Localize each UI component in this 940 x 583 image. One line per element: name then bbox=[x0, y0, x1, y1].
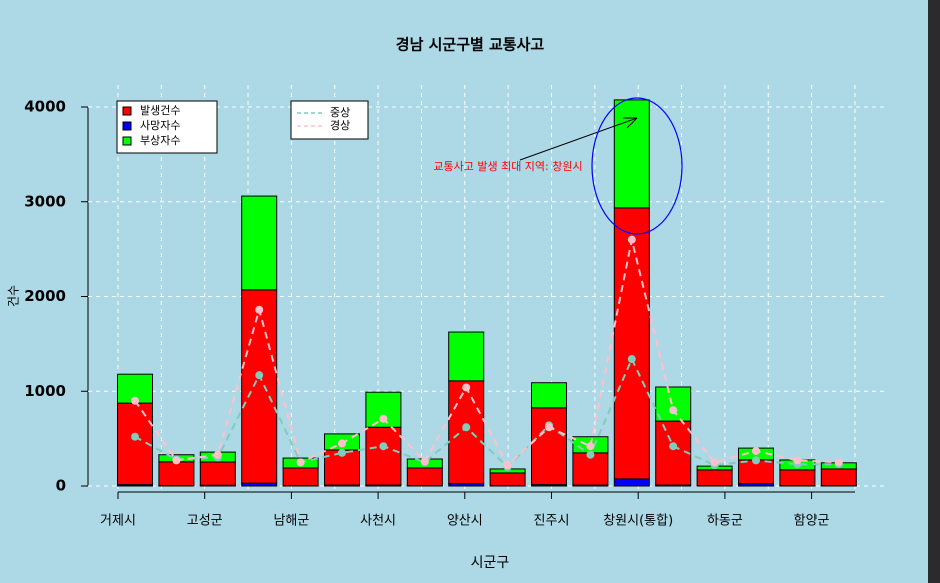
legend-box bbox=[116, 100, 218, 154]
bar bbox=[489, 472, 526, 487]
point bbox=[586, 442, 595, 451]
bar bbox=[655, 386, 692, 422]
point bbox=[752, 456, 760, 465]
point bbox=[338, 439, 346, 448]
x-tick-label: 거제시 bbox=[100, 514, 136, 529]
point bbox=[338, 448, 346, 457]
x-tick-label: 창원시(통합) bbox=[603, 514, 673, 529]
point bbox=[379, 414, 388, 423]
legend-swatch bbox=[122, 106, 132, 116]
highlight bbox=[591, 97, 683, 235]
bar bbox=[241, 289, 278, 484]
y-axis-label: 건수 bbox=[7, 285, 21, 307]
bar bbox=[696, 469, 733, 487]
bar bbox=[820, 468, 857, 487]
legend-label: 부상자수 bbox=[140, 134, 180, 147]
bar bbox=[448, 380, 485, 485]
bar bbox=[779, 469, 816, 487]
x-tick-label: 함양군 bbox=[794, 514, 830, 529]
bar bbox=[448, 331, 485, 382]
annotation-arrowhead bbox=[623, 117, 638, 129]
legend-label: 경상 bbox=[330, 119, 350, 132]
bar bbox=[406, 467, 443, 487]
bar bbox=[365, 426, 402, 486]
legend-box bbox=[290, 100, 369, 140]
point bbox=[255, 305, 264, 314]
point bbox=[131, 432, 139, 441]
y-tick-label: 0 bbox=[56, 477, 66, 495]
x-tick-label: 사천시 bbox=[360, 514, 396, 529]
x-tick-label: 고성군 bbox=[187, 514, 223, 529]
annotation: 교통사고 발생 최대 지역: 창원시 bbox=[433, 160, 582, 173]
y-tick-label: 1000 bbox=[24, 382, 66, 400]
x-tick-label: 양산시 bbox=[447, 514, 483, 529]
point bbox=[213, 450, 222, 459]
y-tick-label: 4000 bbox=[24, 98, 66, 116]
bar bbox=[613, 99, 650, 209]
bar bbox=[572, 452, 609, 486]
point bbox=[462, 423, 471, 432]
legend-label: 발생건수 bbox=[140, 104, 180, 117]
point bbox=[462, 383, 471, 392]
frame bbox=[928, 0, 940, 583]
point bbox=[627, 235, 636, 244]
bar bbox=[655, 420, 692, 486]
bar bbox=[199, 461, 236, 486]
bar bbox=[531, 407, 567, 486]
bar bbox=[282, 467, 319, 487]
line bbox=[134, 356, 839, 469]
point bbox=[131, 396, 139, 405]
point bbox=[793, 456, 802, 465]
point bbox=[255, 371, 264, 380]
bar bbox=[531, 382, 567, 409]
point bbox=[669, 406, 678, 415]
x-tick-label: 남해군 bbox=[273, 514, 309, 529]
point bbox=[172, 456, 181, 465]
y-tick-label: 3000 bbox=[24, 192, 66, 210]
legend-label: 사망자수 bbox=[140, 119, 180, 132]
point bbox=[296, 458, 305, 467]
x-tick-label: 하동군 bbox=[707, 514, 743, 529]
point bbox=[545, 423, 553, 432]
bar bbox=[158, 461, 195, 487]
x-tick-label: 진주시 bbox=[534, 514, 570, 529]
bar bbox=[613, 478, 650, 487]
point bbox=[752, 446, 760, 455]
point bbox=[669, 442, 678, 451]
point bbox=[710, 458, 719, 467]
point bbox=[627, 355, 636, 364]
point bbox=[834, 458, 843, 467]
point bbox=[420, 457, 429, 466]
line bbox=[134, 239, 839, 467]
bar bbox=[613, 207, 650, 480]
legend-label: 중상 bbox=[330, 106, 350, 119]
annotation-arrow bbox=[519, 117, 638, 161]
point bbox=[379, 442, 388, 451]
legend-swatch bbox=[122, 121, 132, 131]
legend-swatch bbox=[122, 136, 132, 146]
chart-title: 경남 시군구별 교통사고 bbox=[396, 36, 545, 54]
point bbox=[503, 461, 512, 470]
point bbox=[586, 450, 595, 459]
x-axis-label: 시군구 bbox=[471, 555, 510, 571]
bar bbox=[241, 195, 278, 291]
y-tick-label: 2000 bbox=[24, 287, 66, 305]
